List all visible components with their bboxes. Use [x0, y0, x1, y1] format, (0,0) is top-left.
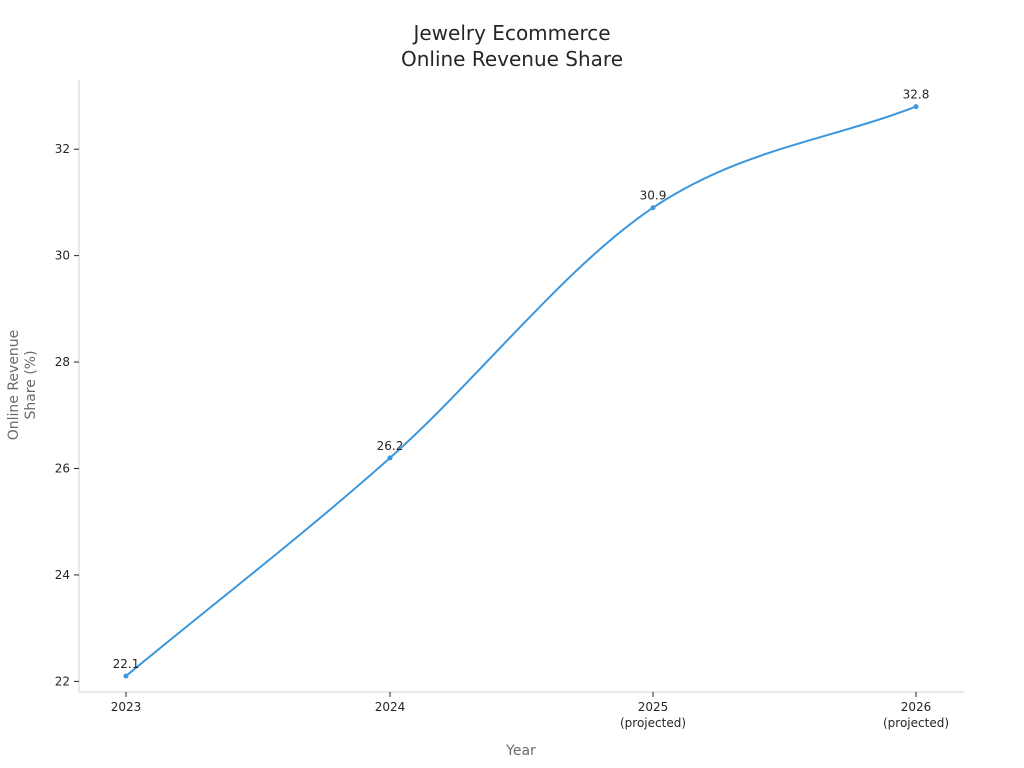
- y-tick-label: 22: [55, 674, 70, 688]
- x-tick-sublabel: (projected): [620, 716, 686, 730]
- series-line: [125, 105, 917, 677]
- data-label: 22.1: [113, 657, 140, 671]
- data-label: 26.2: [377, 439, 404, 453]
- x-tick-label: 2025: [638, 700, 669, 714]
- x-tick-label: 2024: [375, 700, 406, 714]
- y-tick-label: 32: [55, 142, 70, 156]
- x-tick-sublabel: (projected): [883, 716, 949, 730]
- data-point: [387, 455, 393, 461]
- y-axis-label: Online Revenue Share (%): [6, 330, 39, 441]
- chart-title: Jewelry Ecommerce Online Revenue Share: [401, 21, 623, 71]
- x-tick-label: 2026: [901, 700, 932, 714]
- chart-title-line-1: Jewelry Ecommerce: [411, 21, 610, 45]
- data-point: [123, 673, 129, 679]
- x-tick-label: 2023: [111, 700, 142, 714]
- x-axis-ticks: 2023 2024 2025 (projected) 2026 (projected): [111, 692, 949, 730]
- chart-title-line-2: Online Revenue Share: [401, 47, 623, 71]
- y-tick-label: 26: [55, 461, 70, 475]
- series-layer: [123, 104, 919, 679]
- y-tick-label: 24: [55, 568, 70, 582]
- y-axis-label-line-1: Online Revenue: [6, 330, 22, 441]
- y-tick-label: 28: [55, 355, 70, 369]
- data-label: 32.8: [903, 88, 930, 102]
- data-point: [650, 205, 656, 211]
- y-axis-ticks: 22 24 26 28 30 32: [55, 142, 79, 688]
- data-label: 30.9: [640, 189, 667, 203]
- y-tick-label: 30: [55, 249, 70, 263]
- x-axis-label: Year: [505, 743, 536, 759]
- data-point: [913, 104, 919, 110]
- y-axis-label-line-2: Share (%): [23, 350, 39, 419]
- data-labels: 22.1 26.2 30.9 32.8: [113, 88, 930, 671]
